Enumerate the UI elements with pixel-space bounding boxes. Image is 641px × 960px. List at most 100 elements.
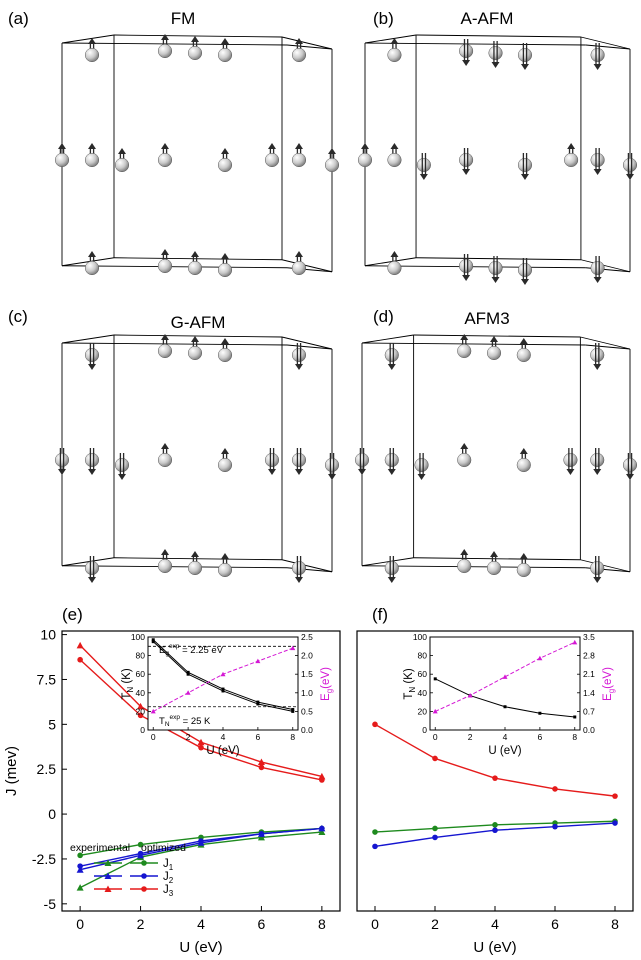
atom-b-16-spin [520,258,529,285]
atom-c-17-spin [295,556,303,583]
structure-a [54,34,340,278]
point-J2-optimized-4 [319,825,325,832]
legend-opt-marker-J3 [141,886,147,892]
inset-point-TN-optimized-4 [291,708,295,712]
atom-c-7-spin [118,453,126,480]
point-J1-experimental-0 [76,884,84,891]
atom-a-0 [84,47,100,63]
inset-y2-tick-label: 1.4 [583,688,595,698]
point-J3-2 [492,775,498,781]
series-line-J3 [374,723,616,797]
atom-c-13 [84,560,100,576]
inset-point-Eg-0 [150,708,156,714]
atom-d-11-spin [593,448,602,475]
atom-b-1-spin [462,39,471,66]
atom-c-10-spin [268,448,276,475]
inset-x-tick-label: 8 [290,732,295,742]
inset-y2-tick-label: 3.5 [583,632,595,642]
atom-c-3 [217,347,233,363]
inset-point-TN-experimental-4 [291,709,295,713]
inset-x-tick-label: 2 [186,732,191,742]
inset-x-tick-label: 0 [433,732,438,742]
inset-point-TN-2 [503,705,507,709]
atom-b-2-spin [491,41,500,68]
atom-b-4-spin [593,43,602,70]
inset-y2-tick-label: 1.0 [301,688,313,698]
atom-d-0-spin [387,343,396,370]
atom-b-9-spin [520,153,529,180]
atom-d-3 [516,347,531,363]
panel-a-letter: (a) [8,9,29,28]
point-J3-optimized-1 [137,712,144,719]
atom-b-14 [459,258,474,274]
atom-d-17 [590,560,605,576]
inset-point-TN-0 [433,677,437,681]
point-J3-experimental-1 [137,702,145,710]
inset-y2-tick-label: 2.5 [301,632,313,642]
atom-c-8 [157,452,173,468]
point-J2-4 [612,820,618,826]
atom-b-15 [488,260,503,276]
inset-y2-tick-label: 2.1 [583,669,595,679]
legend-opt-marker-J2 [141,873,147,879]
atom-b-1 [459,43,474,59]
point-J2-experimental-0 [76,866,84,873]
inset-point-TN-4 [573,715,577,719]
inset-x-tick-label: 4 [503,732,508,742]
inset-x-tick-label: 0 [151,732,156,742]
point-J1-experimental-4 [318,828,326,836]
point-J2-optimized-3 [258,831,265,837]
atom-b-8 [459,152,474,168]
inset-point-TN-experimental-3 [256,702,260,706]
y-tick-label: 10 [40,627,56,643]
inset-point-TN-optimized-0 [151,638,155,642]
x-tick-label: 0 [371,916,379,932]
inset-point-TN-optimized-3 [256,700,260,704]
atom-c-13-spin [88,556,96,583]
atom-b-12-spin [626,153,634,180]
atom-d-14 [457,558,472,574]
inset-point-Eg-3 [537,655,543,661]
atom-c-17 [291,560,307,576]
point-J1-optimized-0 [77,852,83,859]
atom-b-5 [357,152,373,168]
x-tick-label: 4 [491,916,499,932]
chart-e-axes: 0 2 4 6 8 10 7.5 5 2.5 0 -2.5 -5 [32,627,326,932]
atom-b-12 [622,157,638,173]
point-J3-4 [612,793,618,799]
atom-c-6-spin [88,448,96,475]
panel-d-letter: (d) [373,307,394,326]
y-tick-label: 2.5 [37,761,57,777]
atom-d-17-spin [593,556,602,583]
structure-b [357,34,638,285]
atom-c-4-spin [295,343,303,370]
atom-c-1 [157,343,173,359]
point-J2-2 [492,827,498,834]
atom-d-5-spin [358,448,366,475]
inset-f-ylabel: TN (K) [403,668,417,700]
inset-point-Eg-2 [220,671,226,677]
point-J3-optimized-0 [77,656,83,663]
point-J2-3 [552,823,558,830]
inset-y-tick-label: 0 [422,725,427,735]
point-J3-experimental-3 [257,758,265,766]
atom-d-2 [486,345,502,361]
panel-f-letter: (f) [372,605,388,624]
atom-c-12 [324,457,340,473]
atom-a-1 [157,43,173,59]
inset-x-tick-label: 4 [221,732,226,742]
legend-label-J2: J2 [163,871,174,885]
inset-y2-tick-label: 1.5 [301,669,313,679]
atom-b-14-spin [462,254,471,281]
inset-point-TN-optimized-2 [221,687,225,691]
y-tick-label: 5 [48,716,56,732]
atom-a-11 [291,152,307,168]
inset-point-TN-experimental-2 [221,689,225,693]
x-tick-label: 2 [137,916,145,932]
atom-d-10 [563,452,578,468]
inset-e: U (eV) TN (K) Eg(eV) Egexp = 2.25 eV TNe… [121,632,334,757]
atom-b-17 [590,260,605,276]
inset-y2-tick-label: 0.7 [583,706,595,716]
atom-d-7 [414,457,429,473]
point-J3-optimized-2 [198,744,204,751]
